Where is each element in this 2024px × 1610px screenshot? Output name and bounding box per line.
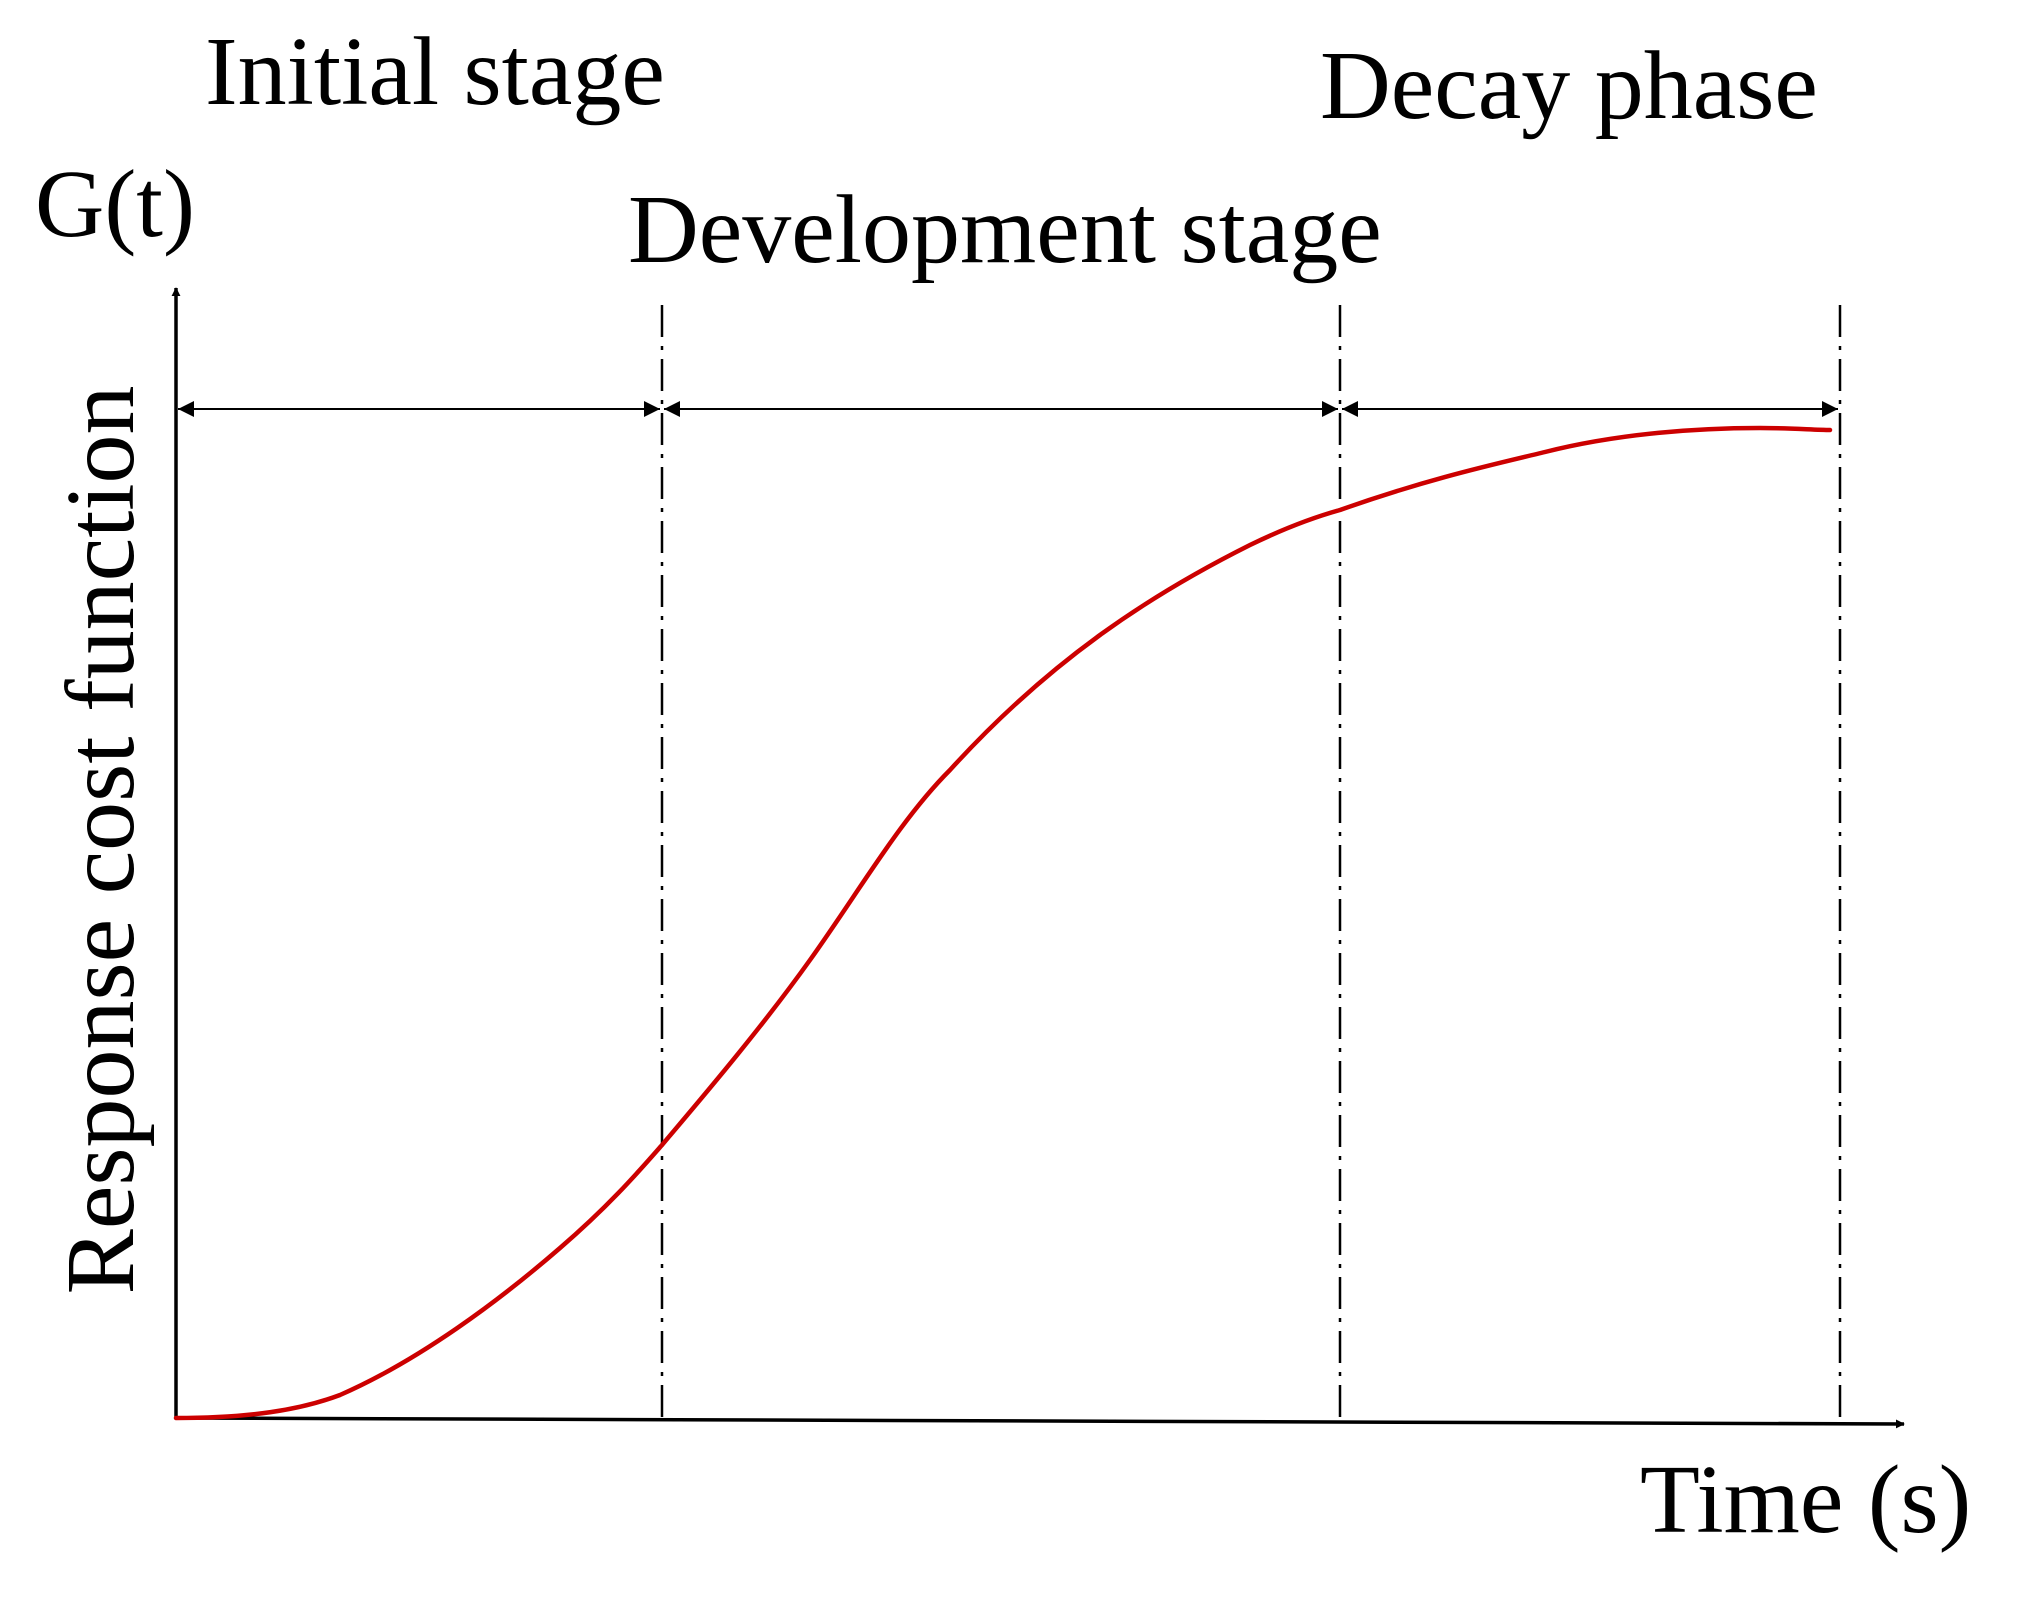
development-stage-label: Development stage xyxy=(628,176,1382,284)
x-axis-line xyxy=(175,1416,1905,1429)
y-axis-title: Response cost function xyxy=(47,385,155,1294)
decay-phase-label: Decay phase xyxy=(1320,32,1818,140)
y-axis-symbol: G(t) xyxy=(35,150,195,257)
initial-stage-label: Initial stage xyxy=(205,18,665,126)
response-cost-curve xyxy=(173,425,1833,1421)
x-axis-title: Time (s) xyxy=(1640,1446,1971,1554)
